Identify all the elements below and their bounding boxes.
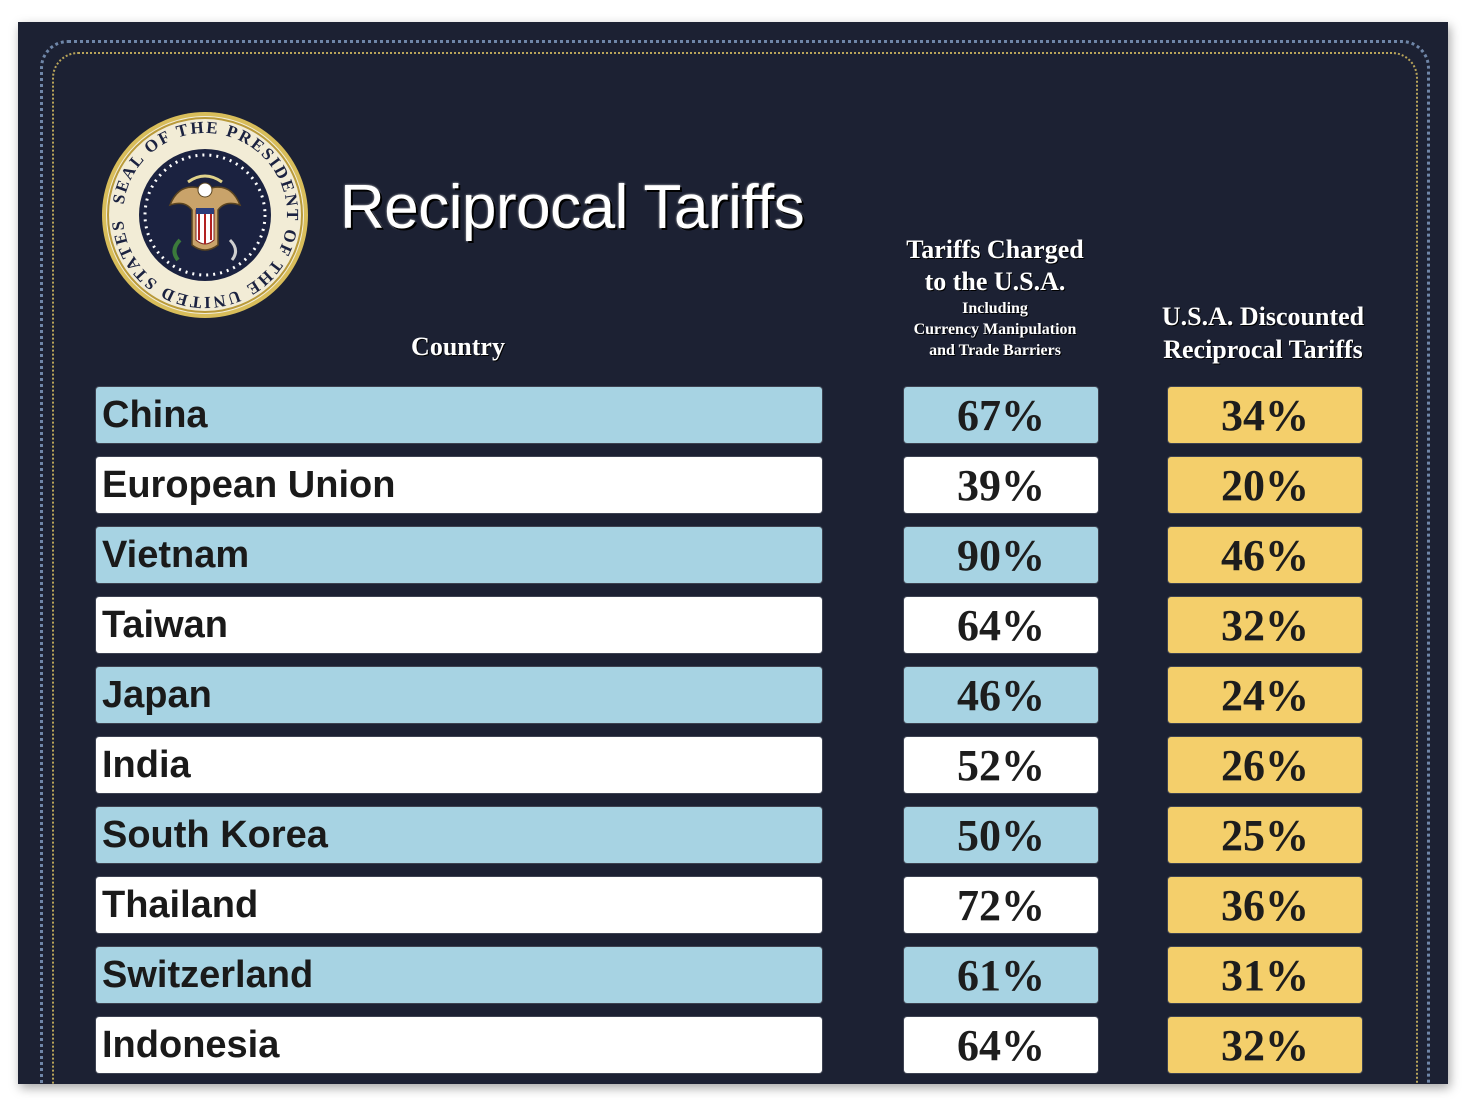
charged-cell: 50% <box>904 807 1098 863</box>
table-row: Japan 46% 24% <box>18 667 1448 723</box>
discounted-cell: 31% <box>1168 947 1362 1003</box>
column-header-tariffs-charged: Tariffs Charged to the U.S.A. Including … <box>880 234 1110 361</box>
country-cell: Switzerland <box>96 947 822 1003</box>
column-header-country: Country <box>411 332 505 361</box>
header-charged-line1: Tariffs Charged <box>906 235 1084 264</box>
header-charged-sub3: and Trade Barriers <box>929 342 1061 359</box>
country-cell: European Union <box>96 457 822 513</box>
country-cell: Japan <box>96 667 822 723</box>
discounted-cell: 32% <box>1168 1017 1362 1073</box>
table-row: Taiwan 64% 32% <box>18 597 1448 653</box>
discounted-cell: 34% <box>1168 387 1362 443</box>
table-row: India 52% 26% <box>18 737 1448 793</box>
charged-cell: 46% <box>904 667 1098 723</box>
charged-cell: 90% <box>904 527 1098 583</box>
country-cell: India <box>96 737 822 793</box>
presidential-seal-icon: SEAL OF THE PRESIDENT OF THE UNITED STAT… <box>100 110 308 318</box>
charged-cell: 61% <box>904 947 1098 1003</box>
table-row: Switzerland 61% 31% <box>18 947 1448 1003</box>
table-row: European Union 39% 20% <box>18 457 1448 513</box>
column-header-discounted: U.S.A. Discounted Reciprocal Tariffs <box>1138 300 1388 366</box>
charged-cell: 64% <box>904 1017 1098 1073</box>
dotted-border-outer <box>40 40 1430 1084</box>
discounted-cell: 32% <box>1168 597 1362 653</box>
table-row: China 67% 34% <box>18 387 1448 443</box>
discounted-cell: 24% <box>1168 667 1362 723</box>
header-charged-sub2: Currency Manipulation <box>913 321 1077 338</box>
discounted-cell: 25% <box>1168 807 1362 863</box>
discounted-cell: 36% <box>1168 877 1362 933</box>
country-cell: Vietnam <box>96 527 822 583</box>
header-discounted-line2: Reciprocal Tariffs <box>1163 335 1363 364</box>
country-cell: Indonesia <box>96 1017 822 1073</box>
charged-cell: 52% <box>904 737 1098 793</box>
country-cell: South Korea <box>96 807 822 863</box>
discounted-cell: 46% <box>1168 527 1362 583</box>
charged-cell: 67% <box>904 387 1098 443</box>
country-cell: Thailand <box>96 877 822 933</box>
discounted-cell: 20% <box>1168 457 1362 513</box>
table-row: Thailand 72% 36% <box>18 877 1448 933</box>
page-title: Reciprocal Tariffs <box>340 173 805 242</box>
charged-cell: 64% <box>904 597 1098 653</box>
charged-cell: 72% <box>904 877 1098 933</box>
country-cell: China <box>96 387 822 443</box>
header-discounted-line1: U.S.A. Discounted <box>1161 302 1365 331</box>
table-row: South Korea 50% 25% <box>18 807 1448 863</box>
tariff-poster: SEAL OF THE PRESIDENT OF THE UNITED STAT… <box>18 22 1448 1084</box>
discounted-cell: 26% <box>1168 737 1362 793</box>
header-charged-line2: to the U.S.A. <box>924 267 1066 296</box>
country-cell: Taiwan <box>96 597 822 653</box>
dotted-border-inner <box>52 52 1418 1084</box>
table-row: Indonesia 64% 32% <box>18 1017 1448 1073</box>
header-charged-sub1: Including <box>962 300 1028 317</box>
charged-cell: 39% <box>904 457 1098 513</box>
table-row: Vietnam 90% 46% <box>18 527 1448 583</box>
